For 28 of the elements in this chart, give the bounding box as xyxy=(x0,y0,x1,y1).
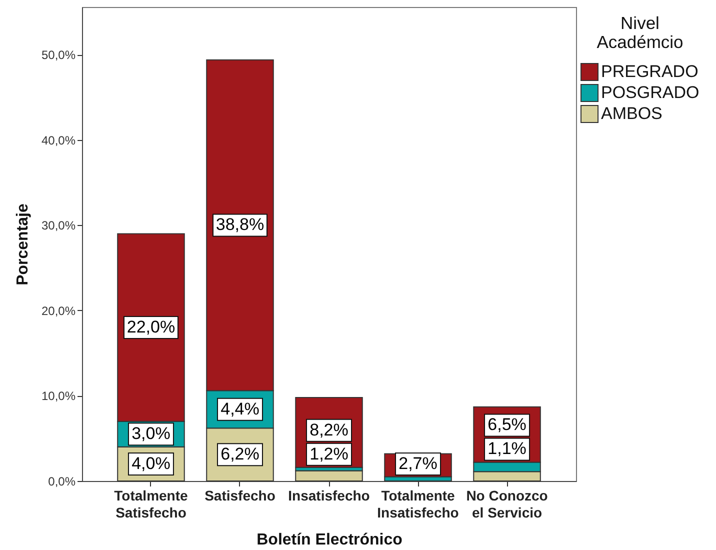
data-label: 6,2% xyxy=(220,444,260,464)
data-label: 2,7% xyxy=(398,454,438,473)
y-axis-title: Porcentaje xyxy=(14,203,32,286)
y-tick-label: 40,0% xyxy=(41,133,76,148)
data-label: 3,0% xyxy=(132,424,170,444)
data-label: 1,1% xyxy=(488,439,526,458)
legend-label: POSGRADO xyxy=(601,83,700,102)
data-label: 4,0% xyxy=(132,454,170,473)
legend-title: Nivel Académcio xyxy=(596,13,684,52)
x-tick-label: Satisfecho xyxy=(204,488,276,504)
data-label: 8,2% xyxy=(310,420,348,440)
y-tick-label: 30,0% xyxy=(41,218,76,233)
x-tick-label: No Conozco el Servicio xyxy=(466,488,548,520)
data-label: 22,0% xyxy=(126,318,176,337)
y-tick-label: 20,0% xyxy=(41,304,76,318)
legend-label: AMBOS xyxy=(601,104,662,123)
x-tick-label: Totalmente Satisfecho xyxy=(114,488,188,520)
x-axis-title: Boletín Electrónico xyxy=(256,532,403,548)
y-tick-label: 0,0% xyxy=(48,474,76,488)
data-label: 38,8% xyxy=(216,215,264,234)
x-tick-label: Totalmente Insatisfecho xyxy=(377,488,459,520)
data-label: 6,5% xyxy=(488,415,526,434)
legend-label: PREGRADO xyxy=(601,62,698,81)
y-tick-label: 10,0% xyxy=(41,389,76,404)
y-tick-label: 50,0% xyxy=(41,48,76,62)
x-tick-label: Insatisfecho xyxy=(288,488,370,504)
data-label: 4,4% xyxy=(220,399,260,418)
data-label: 1,2% xyxy=(310,444,348,464)
